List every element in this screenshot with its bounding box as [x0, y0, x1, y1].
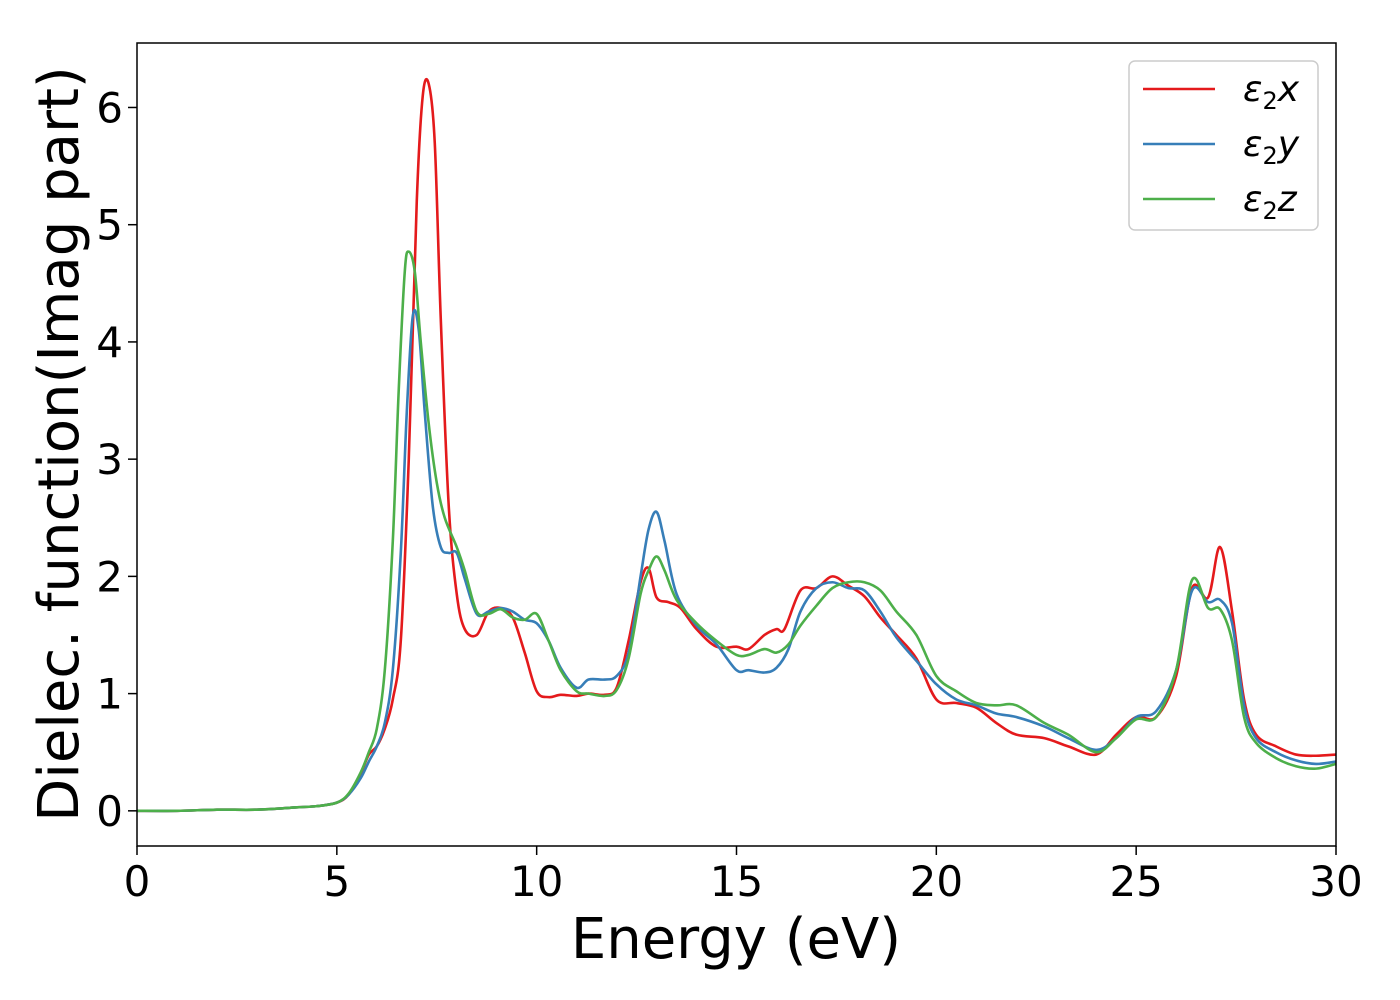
series-layer	[137, 77, 1336, 813]
x-tick-label: 25	[1109, 857, 1162, 906]
y-tick-label: 0	[96, 787, 123, 836]
y-axis-label: Dielec. function(Imag part)	[27, 66, 92, 822]
y-tick-label: 1	[96, 670, 123, 719]
x-axis-label: Energy (eV)	[571, 907, 901, 972]
y-axis-ticks: 0 1 2 3 4 5 6	[96, 83, 137, 836]
legend: ε2x ε2y ε2z	[1128, 60, 1319, 231]
x-tick-label: 0	[124, 857, 151, 906]
x-tick-label: 30	[1309, 857, 1362, 906]
series-line-z	[137, 250, 1336, 813]
legend-frame	[1128, 60, 1319, 231]
legend-label-z: ε2z	[1243, 179, 1298, 225]
legend-label-x: ε2x	[1243, 69, 1300, 115]
y-tick-label: 6	[96, 83, 123, 132]
y-tick-label: 2	[96, 552, 123, 601]
x-tick-label: 15	[710, 857, 763, 906]
y-tick-label: 3	[96, 435, 123, 484]
x-axis-ticks: 0 5 10 15 20 25 30	[124, 846, 1363, 906]
legend-label-y: ε2y	[1243, 124, 1300, 170]
x-tick-label: 10	[510, 857, 563, 906]
y-tick-label: 5	[96, 201, 123, 250]
x-tick-label: 20	[910, 857, 963, 906]
x-tick-label: 5	[323, 857, 350, 906]
y-tick-label: 4	[96, 318, 123, 367]
